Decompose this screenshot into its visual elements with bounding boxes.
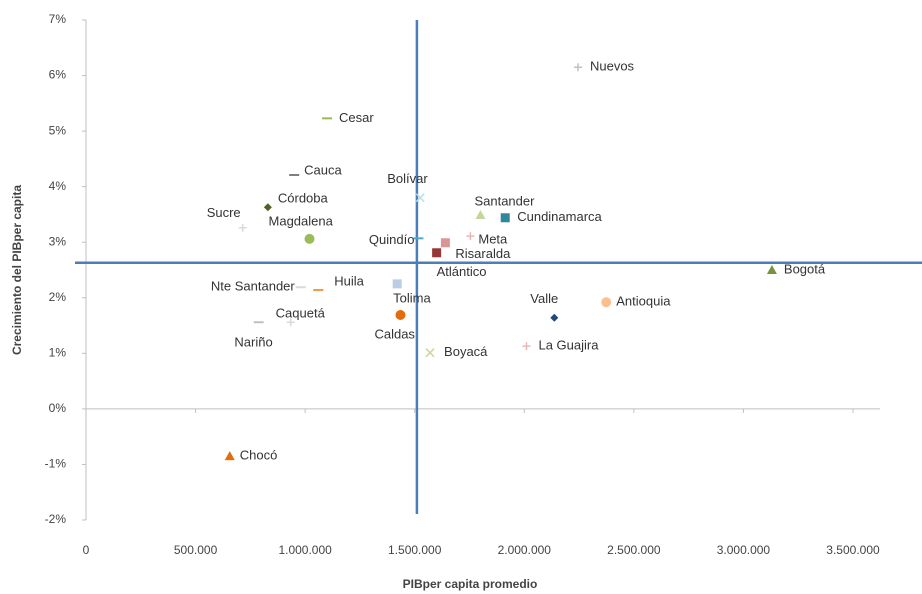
x-tick-label: 2.500.000 <box>607 543 661 557</box>
point-label: Tolima <box>393 290 431 305</box>
y-tick-label: 5% <box>49 123 67 137</box>
point <box>286 318 295 327</box>
point-label: Nariño <box>234 335 272 350</box>
y-tick-label: 0% <box>49 401 67 415</box>
point-label: Valle <box>530 291 558 306</box>
point <box>238 223 247 232</box>
point-label: Cauca <box>304 162 342 177</box>
x-tick-label: 1.000.000 <box>278 543 332 557</box>
y-tick-label: 7% <box>49 12 67 26</box>
point <box>466 232 475 241</box>
point-label: Bolívar <box>387 171 428 186</box>
point-label: Quindío <box>369 232 415 247</box>
point <box>432 248 442 258</box>
point-label: Cundinamarca <box>517 209 602 224</box>
x-axis-title: PIBper capita promedio <box>403 577 538 591</box>
y-tick-label: 4% <box>49 179 67 193</box>
y-tick-label: -1% <box>45 457 67 471</box>
point-label: Nuevos <box>590 59 635 74</box>
point <box>395 310 406 320</box>
point-label: Boyacá <box>444 344 488 359</box>
point <box>550 313 559 322</box>
point <box>224 451 235 461</box>
x-tick-label: 1.500.000 <box>388 543 442 557</box>
x-tick-label: 0 <box>83 543 90 557</box>
point-label: Antioquia <box>616 294 671 309</box>
point <box>425 348 435 358</box>
point <box>263 203 272 212</box>
point-label: Atlántico <box>437 264 487 279</box>
point-label: Cesar <box>339 110 374 125</box>
x-tick-label: 500.000 <box>174 543 218 557</box>
point-label: Sucre <box>207 205 241 220</box>
point-label: Bogotá <box>784 261 826 276</box>
point-label: Risaralda <box>455 246 511 261</box>
point <box>304 233 315 244</box>
x-tick-label: 3.500.000 <box>826 543 880 557</box>
x-tick-label: 2.000.000 <box>498 543 552 557</box>
point-label: Huila <box>334 273 364 288</box>
point <box>475 210 486 219</box>
y-axis-title: Crecimiento del PIBper capita <box>10 185 24 355</box>
point <box>392 279 402 289</box>
y-tick-label: 6% <box>49 68 67 82</box>
point-label: Caquetá <box>276 306 326 321</box>
point <box>601 297 612 308</box>
point-label: Nte Santander <box>211 279 296 294</box>
point-label: Chocó <box>240 448 278 463</box>
point-label: Córdoba <box>278 191 329 206</box>
y-tick-label: -2% <box>45 512 67 526</box>
point-label: Magdalena <box>269 213 334 228</box>
y-tick-label: 3% <box>49 234 67 248</box>
y-tick-label: 2% <box>49 290 67 304</box>
point <box>415 193 425 203</box>
y-tick-label: 1% <box>49 346 67 360</box>
point <box>522 342 531 351</box>
point-label: Santander <box>474 193 535 208</box>
x-tick-label: 3.000.000 <box>717 543 771 557</box>
point <box>766 265 777 274</box>
point <box>440 238 450 248</box>
point-label: La Guajira <box>538 338 599 353</box>
point <box>573 63 582 72</box>
point-label: Caldas <box>374 326 415 341</box>
point <box>500 213 510 223</box>
point-label: Meta <box>478 232 508 247</box>
